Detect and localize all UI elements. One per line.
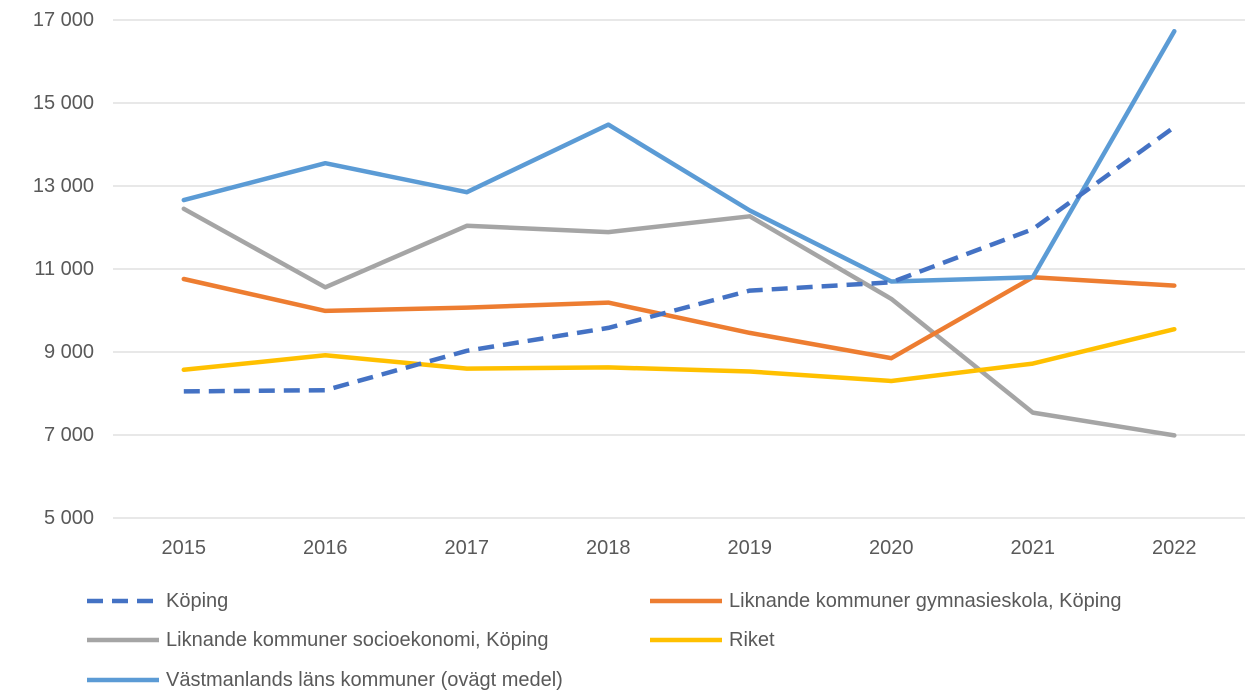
x-axis-tick-labels: 2015 2016 2017 2018 2019 2020 2021 2022 (162, 537, 1197, 559)
legend-item-koping: Köping (87, 590, 228, 612)
x-tick-label: 2018 (586, 537, 631, 559)
y-tick-label: 9 000 (44, 341, 94, 363)
legend-item-liknande-kommuner-gymnasieskola-koping: Liknande kommuner gymnasieskola, Köping (650, 590, 1121, 612)
gridlines (113, 19, 1245, 519)
legend-label: Liknande kommuner gymnasieskola, Köping (729, 590, 1121, 612)
series-line-liknande-kommuner-gymnasieskola-koping (181, 275, 1177, 361)
x-tick-label: 2021 (1011, 537, 1056, 559)
legend-item-riket: Riket (650, 629, 775, 651)
series-line-vastmanlands-lans-kommuner-ovagt-medel (181, 28, 1177, 284)
y-tick-label: 11 000 (34, 258, 94, 280)
legend-item-vastmanlands-lans-kommuner-ovagt-medel: Västmanlands läns kommuner (ovägt medel) (87, 669, 563, 691)
series-lines (181, 28, 1177, 438)
legend-item-liknande-kommuner-socioekonomi-koping: Liknande kommuner socioekonomi, Köping (87, 629, 548, 651)
y-tick-label: 13 000 (33, 175, 94, 197)
legend-label: Liknande kommuner socioekonomi, Köping (166, 629, 548, 651)
y-tick-label: 15 000 (33, 92, 94, 114)
y-tick-label: 17 000 (33, 9, 94, 31)
legend: Köping Liknande kommuner gymnasieskola, K… (87, 590, 1121, 691)
series-line-liknande-kommuner-socioekonomi-koping (181, 206, 1177, 438)
x-tick-label: 2017 (445, 537, 490, 559)
legend-label: Riket (729, 629, 775, 651)
x-tick-label: 2015 (162, 537, 207, 559)
x-tick-label: 2019 (728, 537, 773, 559)
legend-label: Köping (166, 590, 228, 612)
legend-label: Västmanlands läns kommuner (ovägt medel) (166, 669, 563, 691)
x-tick-label: 2020 (869, 537, 914, 559)
y-tick-label: 5 000 (44, 507, 94, 529)
y-tick-label: 7 000 (44, 424, 94, 446)
x-tick-label: 2022 (1152, 537, 1197, 559)
y-axis-tick-labels: 5 000 7 000 9 000 11 000 13 000 15 000 17 000 (33, 9, 94, 529)
x-tick-label: 2016 (303, 537, 348, 559)
series-line-riket (181, 326, 1177, 384)
series-line-koping (183, 125, 1176, 394)
